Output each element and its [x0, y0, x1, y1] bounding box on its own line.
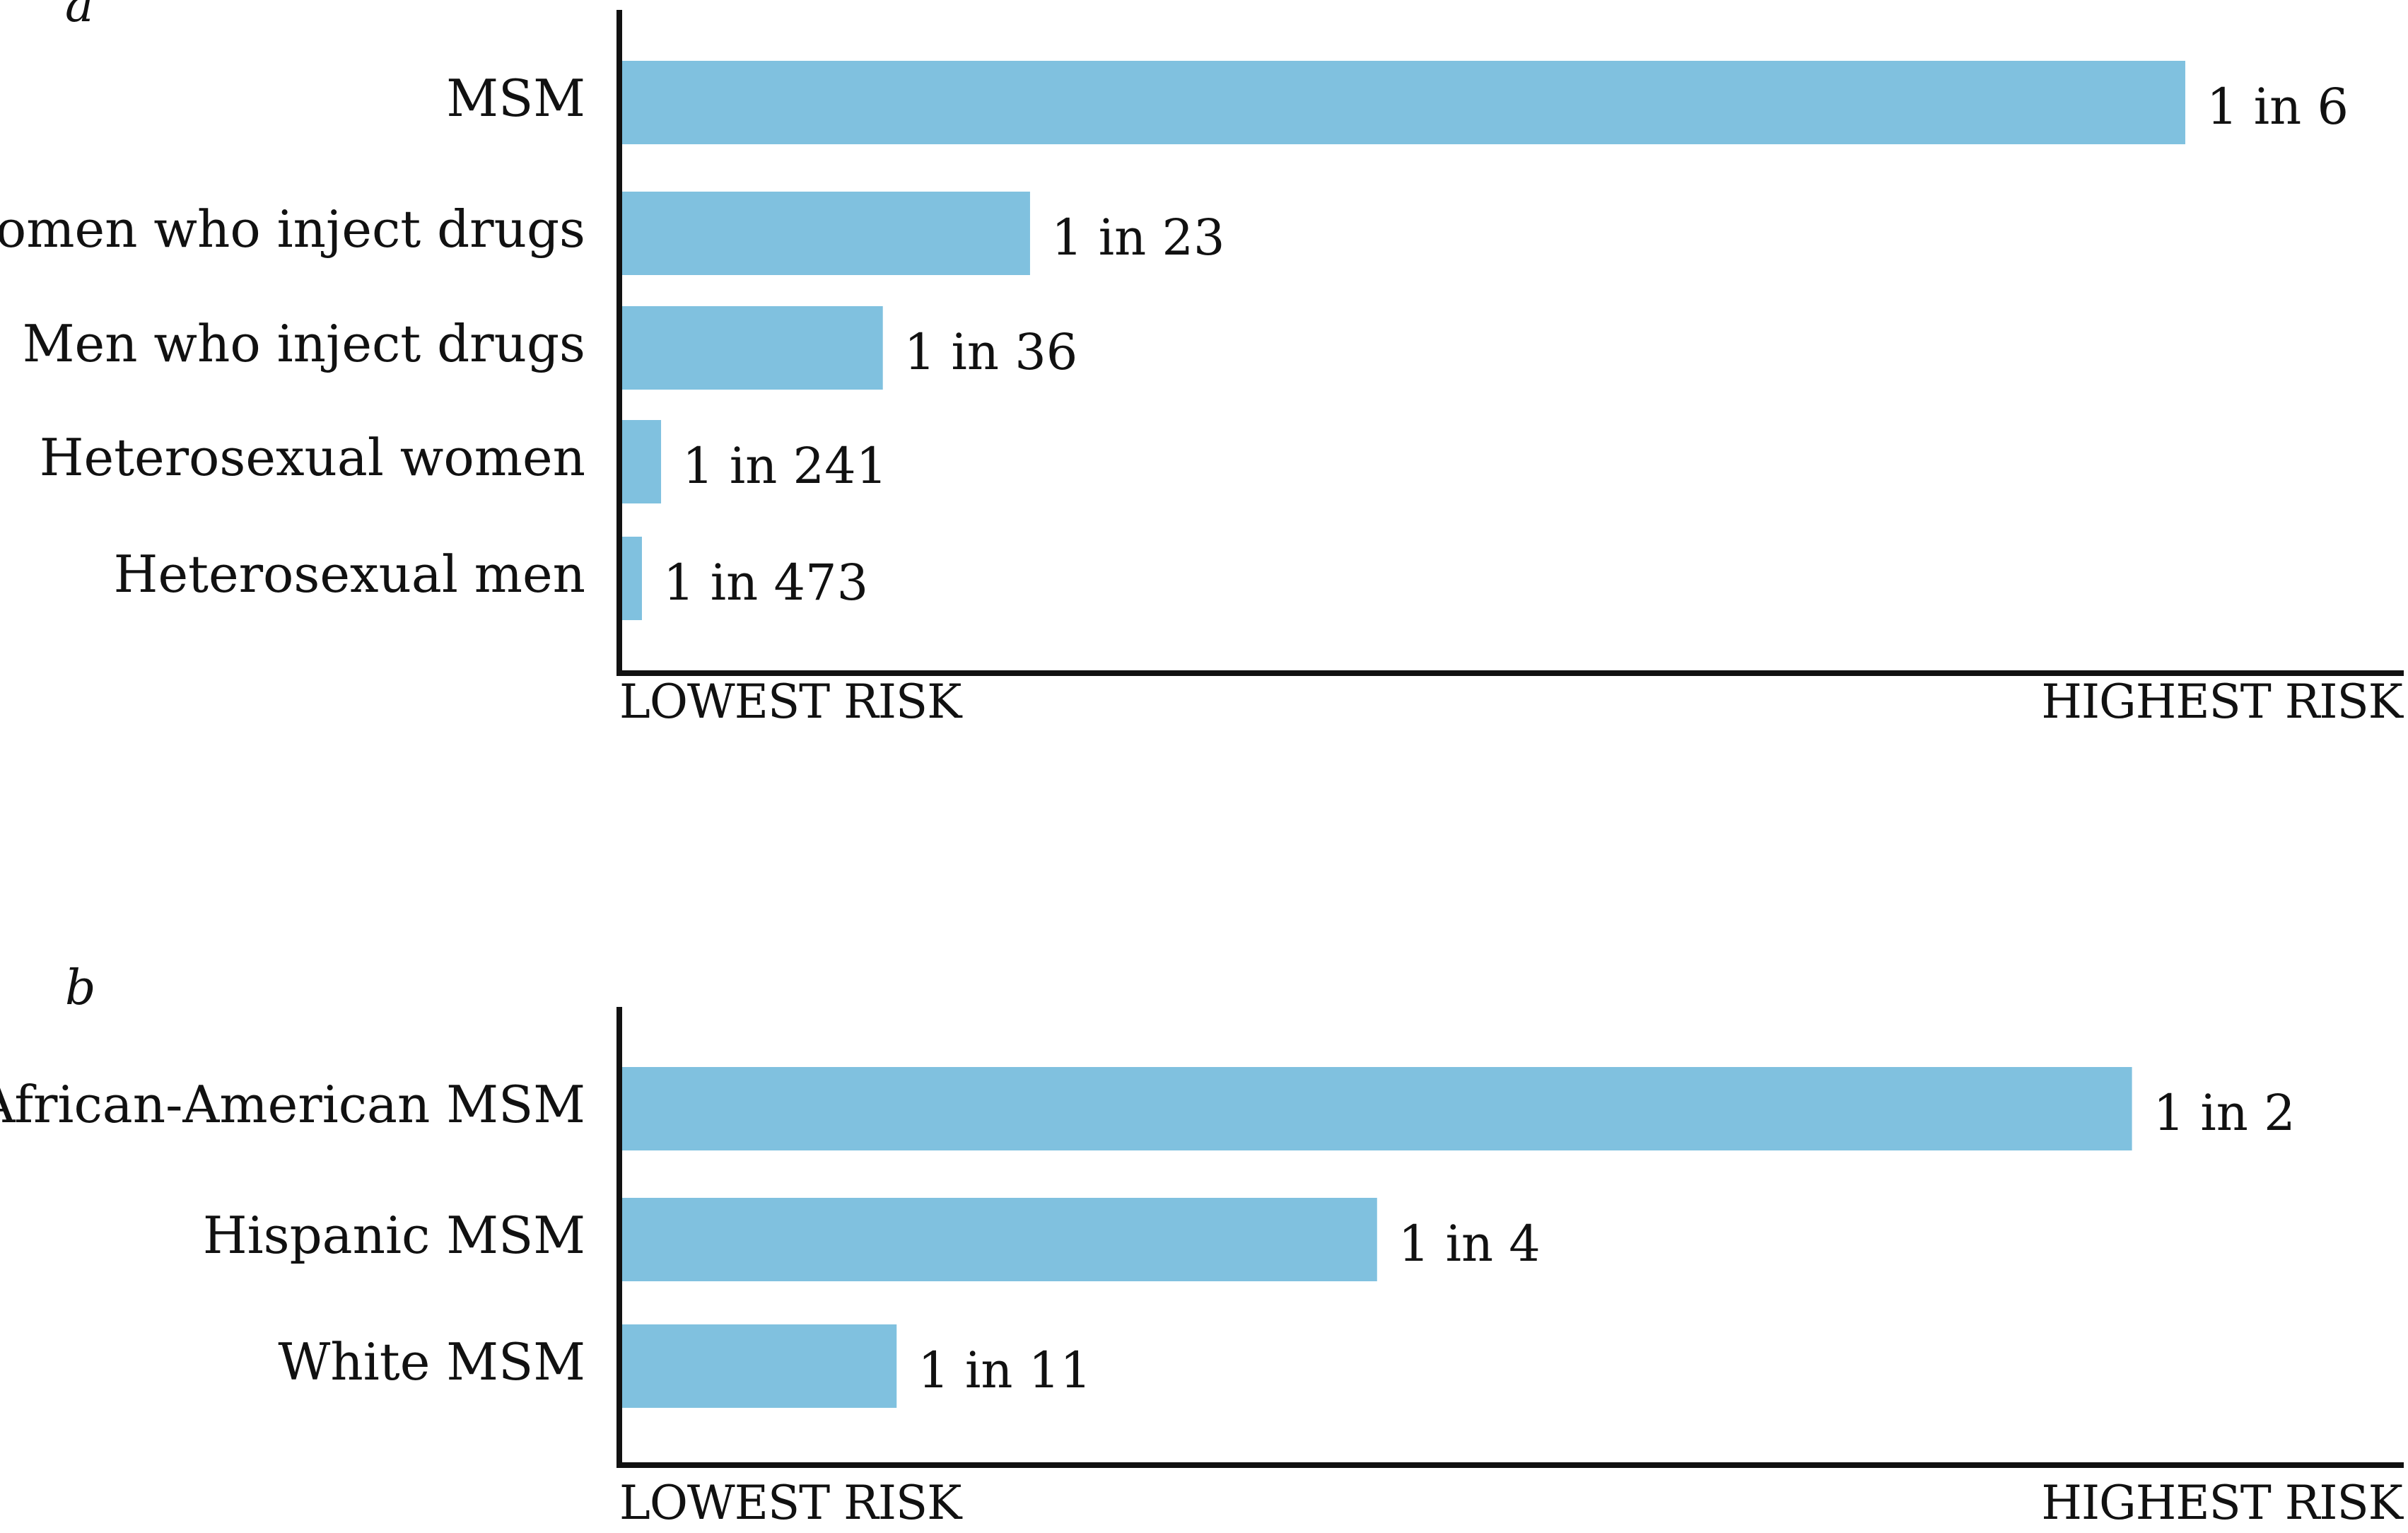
bar-b-2 — [622, 1324, 897, 1408]
category-label: Hispanic MSM — [203, 1206, 585, 1265]
bar-a-3 — [622, 420, 662, 503]
bar-b-1 — [622, 1198, 1377, 1281]
bar-a-2 — [622, 306, 883, 390]
category-label: Heterosexual women — [40, 428, 585, 487]
axis-low-label: LOWEST RISK — [619, 1476, 963, 1530]
axis-line — [616, 10, 2404, 676]
data-label: 1 in 36 — [904, 323, 1078, 381]
data-label: 1 in 23 — [1051, 209, 1225, 267]
bar-a-0 — [622, 61, 2185, 144]
category-label: Heterosexual men — [114, 544, 585, 604]
data-label: 1 in 4 — [1398, 1215, 1541, 1273]
panel-letter: b — [65, 960, 96, 1016]
bar-a-1 — [622, 192, 1030, 275]
axis-high-label: HIGHEST RISK — [2041, 1476, 2404, 1530]
category-label: MSM — [446, 69, 585, 128]
axis-line — [616, 1007, 2404, 1468]
category-label: Men who inject drugs — [23, 314, 585, 373]
category-label: African-American MSM — [0, 1075, 585, 1134]
data-label: 1 in 2 — [2153, 1084, 2296, 1142]
bar-a-4 — [622, 537, 642, 620]
data-label: 1 in 241 — [682, 437, 887, 495]
data-label: 1 in 473 — [663, 554, 868, 612]
category-label: Women who inject drugs — [0, 199, 585, 259]
axis-low-label: LOWEST RISK — [619, 675, 963, 729]
panel-letter: a — [65, 0, 94, 33]
category-label: White MSM — [278, 1332, 585, 1392]
data-label: 1 in 6 — [2207, 78, 2349, 136]
axis-high-label: HIGHEST RISK — [2041, 675, 2404, 729]
bar-b-0 — [622, 1067, 2132, 1150]
data-label: 1 in 11 — [918, 1341, 1092, 1399]
